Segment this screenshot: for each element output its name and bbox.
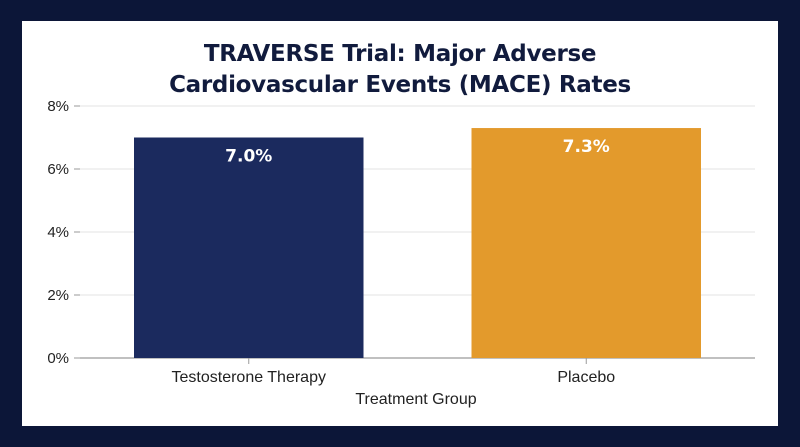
chart-title: TRAVERSE Trial: Major Adverse Cardiovasc…	[22, 39, 778, 101]
y-tick-label: 2%	[47, 287, 69, 304]
chart-title-line-1: TRAVERSE Trial: Major Adverse	[203, 41, 597, 67]
bar-placebo	[471, 128, 701, 358]
data-label: 7.3%	[563, 137, 610, 157]
x-category-label: Testosterone Therapy	[172, 369, 326, 386]
y-tick-label: 6%	[47, 161, 69, 178]
labels: 0% 2% 4% 6% 8% 7.0% Testosterone Therapy 7.3% Pl…	[47, 98, 615, 386]
chart-title-line-2: Cardiovascular Events (MACE) Rates	[169, 72, 631, 98]
x-axis-title: Treatment Group	[355, 391, 476, 408]
data-label: 7.0%	[225, 147, 272, 167]
y-tick-label: 0%	[47, 350, 69, 367]
bar-testosterone-therapy	[134, 137, 364, 358]
bars	[134, 128, 701, 358]
x-category-label: Placebo	[557, 369, 615, 386]
y-tick-label: 8%	[47, 98, 69, 115]
y-tick-label: 4%	[47, 224, 69, 241]
